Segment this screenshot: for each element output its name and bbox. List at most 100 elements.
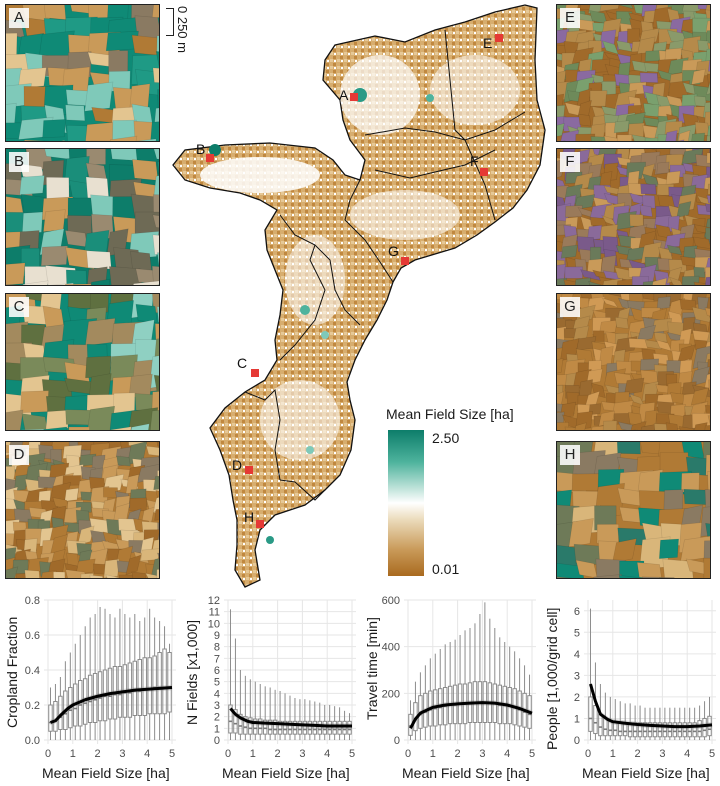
field-parcel — [624, 377, 645, 395]
field-parcel — [705, 203, 710, 213]
field-parcel — [683, 488, 710, 506]
legend-max-label: 2.50 — [432, 430, 460, 446]
field-parcel — [557, 358, 564, 374]
box-body — [142, 657, 147, 716]
field-parcel — [110, 426, 132, 430]
field-parcel — [694, 422, 708, 430]
y-tick-label: 0 — [394, 735, 400, 747]
tile-d-imagery — [6, 442, 159, 578]
field-parcel — [155, 50, 159, 67]
tile-b: B — [5, 148, 160, 286]
box-body — [652, 722, 658, 738]
field-parcel — [19, 175, 45, 196]
x-tick-label: 2 — [95, 748, 101, 760]
field-parcel — [580, 269, 601, 281]
field-parcel — [133, 280, 159, 285]
y-tick-label: 3 — [574, 670, 580, 682]
field-parcel — [86, 250, 112, 270]
x-tick-label: 5 — [349, 748, 355, 760]
field-parcel — [656, 161, 670, 175]
field-parcel — [64, 283, 96, 285]
box-body — [248, 717, 253, 735]
box-body — [672, 722, 678, 738]
field-parcel — [616, 134, 633, 141]
box-body — [272, 719, 278, 735]
map-region-light-4 — [350, 190, 460, 240]
x-tick-label: 4 — [324, 748, 330, 760]
field-parcel — [631, 60, 648, 73]
field-parcel — [157, 17, 159, 27]
y-tick-label: 0.2 — [25, 700, 40, 712]
field-parcel — [618, 574, 643, 578]
field-parcel — [636, 562, 662, 578]
scale-bar-label: 0 250 m — [175, 6, 190, 53]
box-body — [132, 660, 138, 716]
field-parcel — [20, 390, 49, 414]
field-parcel — [563, 279, 579, 285]
field-parcel — [112, 119, 137, 141]
field-parcel — [21, 211, 43, 234]
field-parcel — [696, 195, 710, 206]
tile-f-imagery — [557, 149, 710, 285]
field-parcel — [117, 518, 139, 532]
field-parcel — [685, 456, 710, 476]
box-body — [157, 652, 162, 715]
box-body — [48, 704, 53, 732]
field-parcel — [642, 194, 656, 209]
field-parcel — [89, 574, 104, 578]
field-parcel — [705, 9, 710, 20]
box-body — [262, 719, 268, 735]
field-parcel — [602, 236, 619, 253]
field-parcel — [658, 538, 679, 559]
field-parcel — [21, 413, 48, 430]
field-parcel — [692, 17, 710, 35]
field-parcel — [6, 284, 25, 285]
box-body — [337, 720, 342, 735]
field-parcel — [596, 523, 619, 544]
mozambique-field-size-map: A B C D E F G H — [172, 4, 546, 588]
tile-a: A — [5, 4, 160, 142]
field-parcel — [158, 447, 159, 449]
field-parcel — [131, 34, 159, 56]
site-marker-b — [206, 154, 214, 162]
tile-c-label: C — [9, 297, 29, 317]
field-parcel — [619, 5, 634, 10]
field-parcel — [708, 379, 710, 391]
tile-g-imagery — [557, 294, 710, 430]
box-body — [322, 720, 327, 735]
field-parcel — [45, 409, 70, 430]
field-parcel — [709, 252, 710, 258]
box-body — [162, 648, 167, 715]
x-tick-label: 5 — [169, 748, 175, 760]
box-body — [312, 720, 318, 735]
tile-b-imagery — [6, 149, 159, 285]
box-body — [292, 720, 298, 735]
field-parcel — [707, 471, 710, 492]
box-body — [258, 718, 263, 735]
y-tick-label: 0.8 — [25, 595, 40, 607]
field-parcel — [6, 32, 18, 56]
tile-d: D — [5, 441, 160, 579]
field-parcel — [706, 152, 710, 164]
field-parcel — [125, 554, 142, 576]
field-parcel — [65, 409, 93, 426]
field-parcel — [108, 266, 143, 285]
box-body — [277, 720, 283, 735]
tile-g: G — [556, 293, 711, 431]
y-tick-label: 4 — [214, 688, 220, 700]
box-body — [267, 719, 273, 735]
field-parcel — [666, 266, 683, 284]
y-tick-label: 400 — [382, 642, 400, 654]
field-parcel — [706, 135, 710, 141]
field-parcel — [68, 426, 90, 430]
field-parcel — [152, 234, 159, 255]
site-label-f: F — [470, 153, 479, 169]
site-marker-g — [401, 257, 409, 265]
tile-e: E — [556, 4, 711, 142]
field-parcel — [708, 239, 710, 244]
field-parcel — [612, 538, 637, 564]
box-body — [233, 709, 238, 734]
box-body — [152, 655, 157, 715]
y-axis-title: People [1,000/grid cell] — [544, 607, 560, 750]
box-body — [347, 720, 352, 735]
